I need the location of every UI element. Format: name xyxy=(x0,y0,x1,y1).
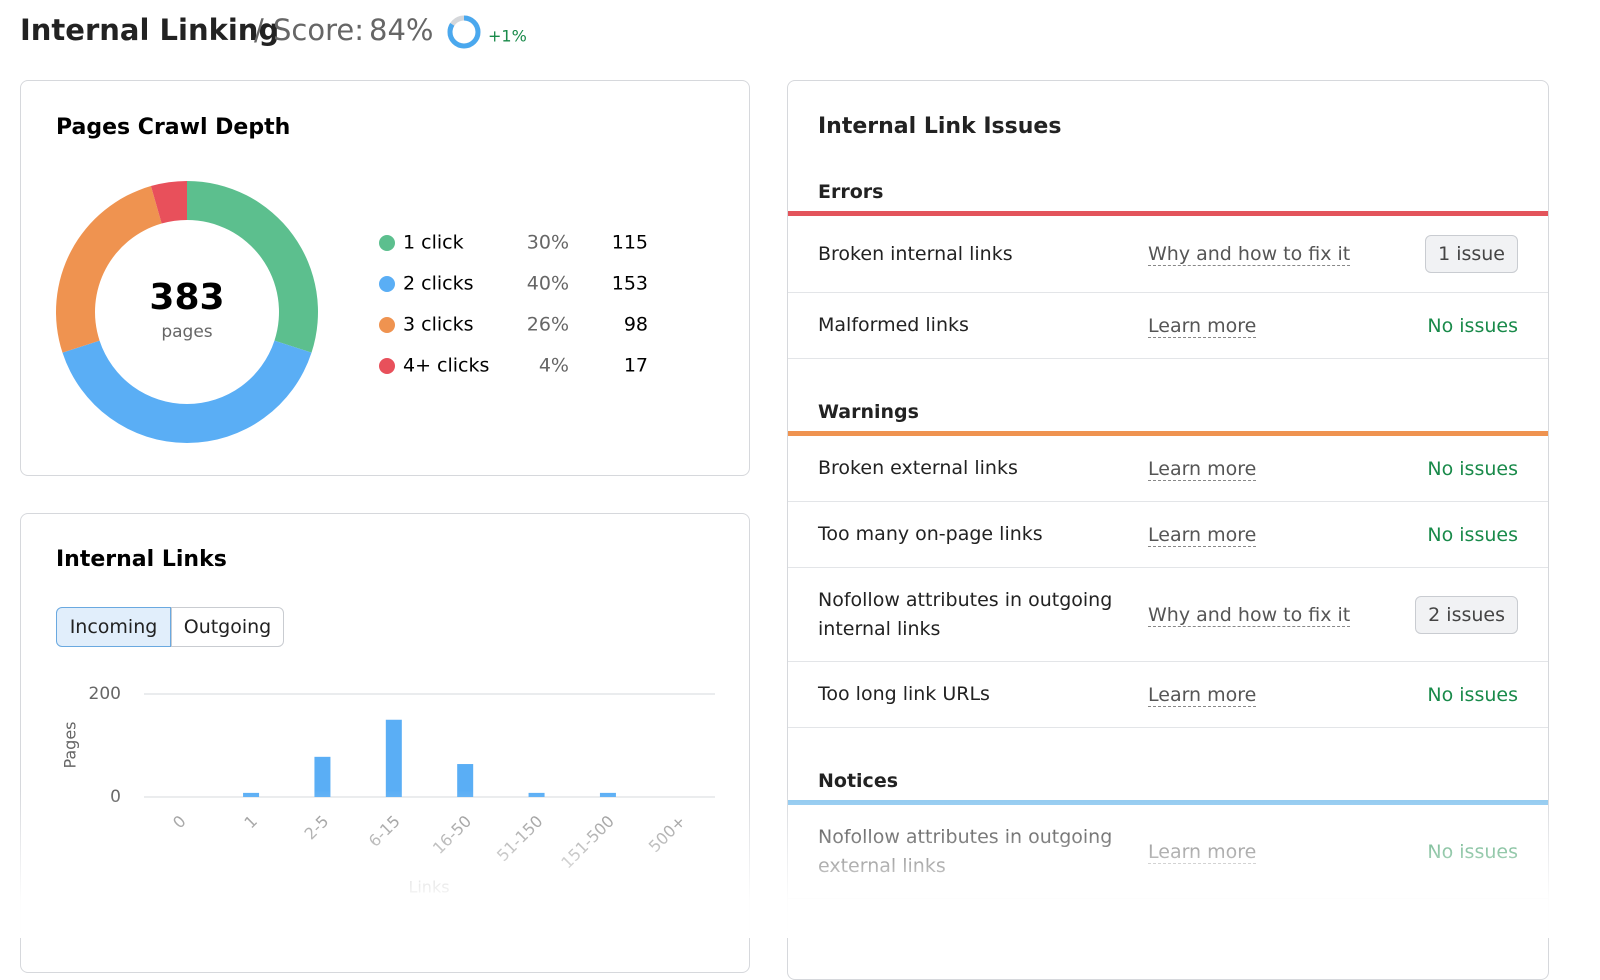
donut-segment xyxy=(150,181,187,224)
score-delta: +1% xyxy=(488,27,527,46)
page-title: Internal Linking xyxy=(20,13,279,47)
x-tick-label: 0 xyxy=(169,812,190,833)
y-axis-label: Pages xyxy=(61,721,80,768)
issue-row: Too long link URLs Learn more No issues xyxy=(788,662,1548,728)
legend-count: 98 xyxy=(624,314,648,336)
issue-name: Malformed links xyxy=(818,314,969,336)
bar xyxy=(314,756,331,797)
internal-links-chart: Internal Links 0 200 Pages Links 0 1 2-5 6-15 16… xyxy=(56,547,715,897)
x-axis-label: Links xyxy=(408,878,449,897)
link-cell: Learn more xyxy=(1148,457,1413,481)
legend-label: 3 clicks xyxy=(403,314,473,336)
donut-segment xyxy=(187,181,318,353)
legend-count: 153 xyxy=(612,273,648,295)
group-rule xyxy=(788,211,1548,216)
issue-name: Too long link URLs xyxy=(818,683,990,705)
issue-row: Malformed links Learn more No issues xyxy=(788,293,1548,359)
issue-badge[interactable]: 1 issue xyxy=(1425,235,1518,273)
group-heading: Errors xyxy=(818,181,884,203)
total-label: pages xyxy=(161,322,212,342)
issue-status: No issues xyxy=(1427,457,1518,480)
help-link[interactable]: Why and how to fix it xyxy=(1148,243,1351,266)
score: 84% xyxy=(369,13,433,47)
card-title: Pages Crawl Depth xyxy=(56,115,290,140)
help-link[interactable]: Why and how to fix it xyxy=(1148,603,1351,627)
legend-dot xyxy=(379,358,395,374)
legend-count: 17 xyxy=(624,355,648,377)
score-prefix: / Score: xyxy=(254,13,364,47)
card-title: Internal Links xyxy=(56,547,227,572)
group-rule xyxy=(788,431,1548,436)
legend-percent: 26% xyxy=(527,314,569,336)
link-cell: Learn more xyxy=(1148,523,1413,547)
issue-row: Nofollow attributes in outgoing internal… xyxy=(788,568,1548,662)
issue-badge[interactable]: 2 issues xyxy=(1415,595,1518,634)
page: {"header": {"title": "Internal Linking",… xyxy=(0,13,1600,980)
issue-status: No issues xyxy=(1427,683,1518,706)
card-title: Internal Link Issues xyxy=(818,114,1062,139)
bar xyxy=(528,792,545,797)
x-tick-label: 2-5 xyxy=(301,812,333,844)
bar xyxy=(385,719,402,797)
group-heading: Warnings xyxy=(818,401,919,423)
link-cell: Why and how to fix it xyxy=(1148,242,1413,266)
help-link[interactable]: Learn more xyxy=(1148,840,1257,864)
issue-name: Too many on-page links xyxy=(818,523,1043,545)
help-link[interactable]: Learn more xyxy=(1148,523,1257,547)
internal-links-card: Internal Links 0 200 Pages Links 0 1 2-5 6-15 16… xyxy=(20,513,750,973)
bar xyxy=(243,792,260,797)
legend-label: 1 click xyxy=(403,232,464,254)
y-tick-label: 200 xyxy=(89,684,121,704)
issue-name: Nofollow attributes in outgoing internal… xyxy=(818,588,1113,640)
group-heading: Notices xyxy=(818,770,899,792)
donut-segment xyxy=(56,186,162,353)
x-tick-label: 151-500 xyxy=(557,812,618,873)
legend-label: 2 clicks xyxy=(403,273,473,295)
legend-label: 4+ clicks xyxy=(403,355,489,377)
issue-name: Broken external links xyxy=(818,457,1018,479)
x-tick-label: 1 xyxy=(240,812,261,833)
bar xyxy=(457,764,474,797)
issue-row: Nofollow attributes in outgoing external… xyxy=(788,805,1548,899)
x-tick-label: 500+ xyxy=(645,812,690,857)
issue-row: Too many on-page links Learn more No issue… xyxy=(788,502,1548,568)
issues-card: Internal Link Issues Errors Broken intern… xyxy=(787,80,1549,980)
link-cell: Learn more xyxy=(1148,683,1413,707)
legend-percent: 40% xyxy=(527,273,569,295)
tab[interactable]: Incoming xyxy=(56,607,171,647)
x-tick-label: 6-15 xyxy=(365,812,404,851)
issue-name: Broken internal links xyxy=(818,242,1013,265)
header: Internal Linking / Score: 84% +1% xyxy=(20,13,527,49)
help-link[interactable]: Learn more xyxy=(1148,683,1257,707)
tab[interactable]: Outgoing xyxy=(171,607,284,647)
total: 383 xyxy=(149,277,224,318)
legend-count: 115 xyxy=(612,232,648,254)
help-link[interactable]: Learn more xyxy=(1148,457,1257,481)
donut-segment xyxy=(62,340,312,443)
crawl-depth-card: Pages Crawl Depth 383 pages 1 click 30% 11… xyxy=(20,80,750,476)
crawl-depth-chart: Pages Crawl Depth 383 pages 1 click 30% 11… xyxy=(56,115,648,443)
issue-status: No issues xyxy=(1427,314,1518,337)
issue-status: No issues xyxy=(1427,523,1518,546)
issue-row: Broken external links Learn more No issues xyxy=(788,436,1548,502)
issue-row: Broken internal links Why and how to fix … xyxy=(788,216,1548,293)
legend-dot xyxy=(379,276,395,292)
legend-dot xyxy=(379,317,395,333)
legend-percent: 30% xyxy=(527,232,569,254)
issue-status: No issues xyxy=(1427,840,1518,863)
link-cell: Why and how to fix it xyxy=(1148,603,1413,627)
y-tick-label: 0 xyxy=(110,787,121,807)
link-cell: Learn more xyxy=(1148,840,1413,864)
help-link[interactable]: Learn more xyxy=(1148,314,1257,338)
legend-percent: 4% xyxy=(539,355,569,377)
legend-dot xyxy=(379,235,395,251)
x-tick-label: 16-50 xyxy=(429,812,475,858)
score-ring xyxy=(447,15,481,49)
issue-groups: Errors Broken internal links Why and how t… xyxy=(788,169,1548,899)
link-cell: Learn more xyxy=(1148,314,1413,338)
bar xyxy=(599,792,616,797)
issue-name: Nofollow attributes in outgoing external… xyxy=(818,825,1113,877)
x-tick-label: 51-150 xyxy=(493,812,547,866)
